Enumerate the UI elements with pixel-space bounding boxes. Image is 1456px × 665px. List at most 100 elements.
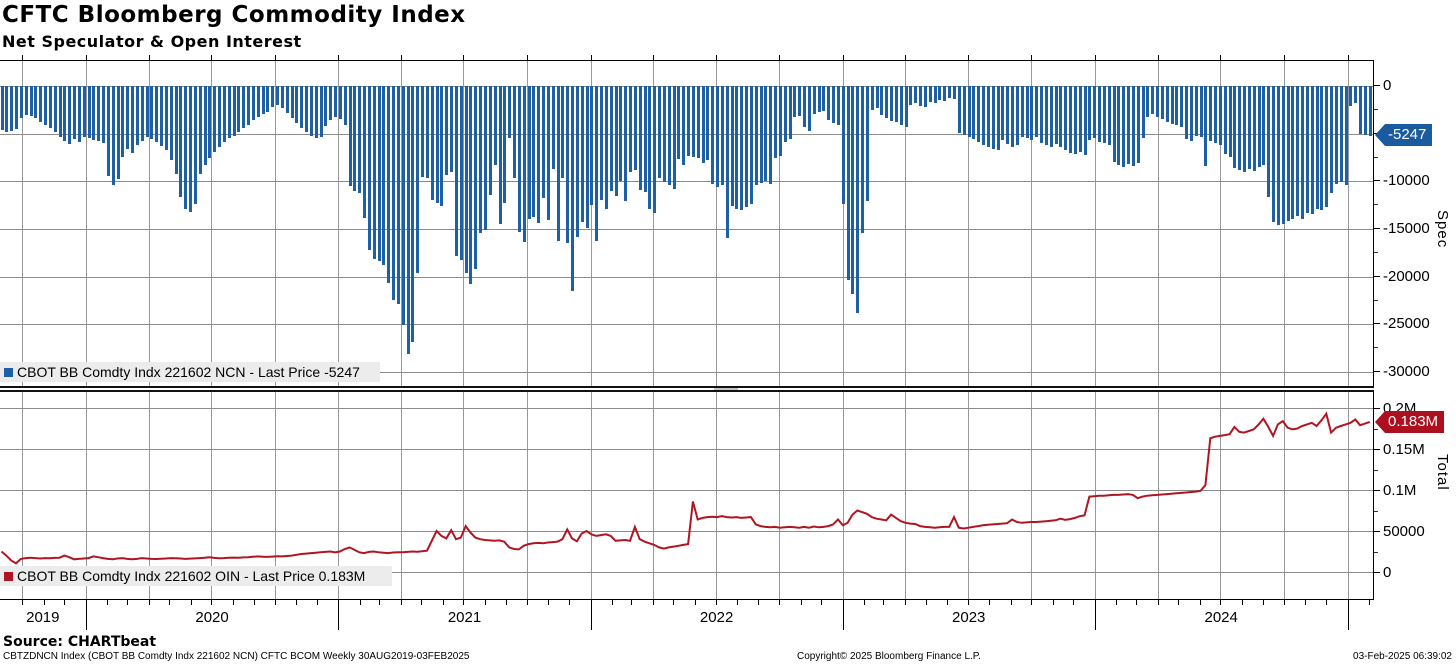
gridline-vertical (1347, 392, 1349, 599)
month-tick (421, 600, 423, 605)
spec-bar (63, 86, 67, 142)
spec-bar (672, 86, 676, 189)
spec-bar (1083, 86, 1087, 155)
spec-bar (1151, 86, 1155, 114)
spec-bar (377, 86, 381, 262)
spec-bar (590, 86, 594, 206)
spec-bar (213, 86, 217, 152)
panel-divider[interactable] (0, 386, 1374, 392)
month-tick (64, 600, 66, 605)
spec-bar (923, 86, 927, 107)
open-interest-line-panel[interactable] (0, 392, 1374, 600)
spec-bar (1296, 86, 1300, 216)
month-tick (967, 600, 969, 605)
spec-bar (111, 86, 115, 186)
spec-bar (740, 86, 744, 210)
gridline-horizontal (0, 324, 1373, 326)
spec-bar (1011, 86, 1014, 147)
month-tick (946, 600, 948, 605)
spec-legend[interactable]: CBOT BB Comdty Indx 221602 NCN - Last Pr… (0, 362, 380, 382)
gridline-vertical (842, 61, 844, 386)
gridline-horizontal (0, 572, 1373, 573)
quarter-tick (1094, 55, 1096, 60)
month-tick (925, 600, 927, 605)
spec-bar (334, 86, 338, 118)
spec-bar (237, 86, 241, 132)
spec-bar (1334, 86, 1338, 185)
total-legend[interactable]: CBOT BB Comdty Indx 221602 OIN - Last Pr… (0, 566, 392, 586)
quarter-tick (400, 55, 402, 60)
spec-bar (174, 86, 178, 174)
gridline-vertical (148, 392, 150, 599)
spec-bar (184, 86, 188, 209)
gridline-vertical (1031, 392, 1033, 599)
month-tick (400, 600, 402, 605)
total-legend-swatch-icon (4, 571, 13, 581)
quarter-tick (590, 55, 592, 60)
gridline-vertical (527, 392, 528, 599)
spec-bar (1218, 86, 1222, 146)
spec-bar (309, 86, 313, 136)
month-tick (779, 600, 781, 605)
gridline-vertical (1284, 392, 1286, 599)
y-tick-major (1374, 85, 1380, 86)
spec-bar (1349, 86, 1353, 107)
gridline-vertical (779, 61, 781, 386)
spec-bar (1315, 86, 1319, 209)
spec-bar (764, 86, 768, 182)
spec-bar (638, 86, 642, 190)
quarter-tick (652, 55, 654, 60)
spec-bar (885, 86, 889, 119)
spec-bar (546, 86, 550, 221)
month-tick (296, 600, 298, 605)
top-axis-ticks (0, 54, 1374, 60)
month-tick (1199, 600, 1201, 605)
spec-bar (1243, 86, 1247, 172)
spec-bar (701, 86, 705, 164)
spec-bar (972, 86, 976, 140)
gridline-vertical (338, 61, 340, 386)
spec-bar (730, 86, 734, 207)
spec-bar (484, 86, 487, 230)
spec-bar (82, 86, 86, 138)
spec-bar-panel[interactable] (0, 60, 1374, 386)
y-tick-label: 0 (1383, 77, 1392, 94)
spec-bar (0, 86, 4, 130)
spec-bar (827, 86, 831, 121)
month-tick (1052, 600, 1054, 605)
gridline-vertical (1347, 61, 1349, 386)
spec-bar (619, 86, 623, 182)
divider-drag-handle[interactable] (714, 388, 738, 390)
gridline-vertical (590, 61, 592, 386)
spec-bar (1262, 86, 1266, 166)
open-interest-polyline (0, 411, 1371, 565)
spec-bar (493, 86, 497, 166)
spec-bar (430, 86, 434, 201)
spec-bar (227, 86, 231, 139)
gridline-horizontal (0, 531, 1373, 532)
year-separator-tick (1347, 600, 1349, 630)
gridline-vertical (967, 392, 969, 599)
gridline-vertical (715, 392, 717, 599)
month-tick (274, 600, 276, 605)
spec-bar (1228, 86, 1232, 157)
spec-bar (1141, 86, 1145, 139)
month-tick (904, 600, 906, 605)
spec-bar (1291, 86, 1295, 220)
spec-bar (425, 86, 429, 179)
spec-bar (372, 86, 376, 259)
spec-bar (1281, 86, 1285, 225)
spec-bar (527, 86, 531, 220)
spec-bar (856, 86, 860, 313)
spec-bar (319, 86, 323, 137)
year-separator-tick (338, 600, 340, 630)
spec-bar (68, 86, 72, 145)
spec-bar (909, 86, 913, 106)
spec-bar (566, 86, 570, 244)
spec-bar (169, 86, 173, 161)
spec-bar (1025, 86, 1029, 139)
spec-bar (899, 86, 903, 126)
gridline-vertical (211, 61, 213, 386)
spec-bar (817, 86, 821, 112)
month-tick (800, 600, 802, 605)
